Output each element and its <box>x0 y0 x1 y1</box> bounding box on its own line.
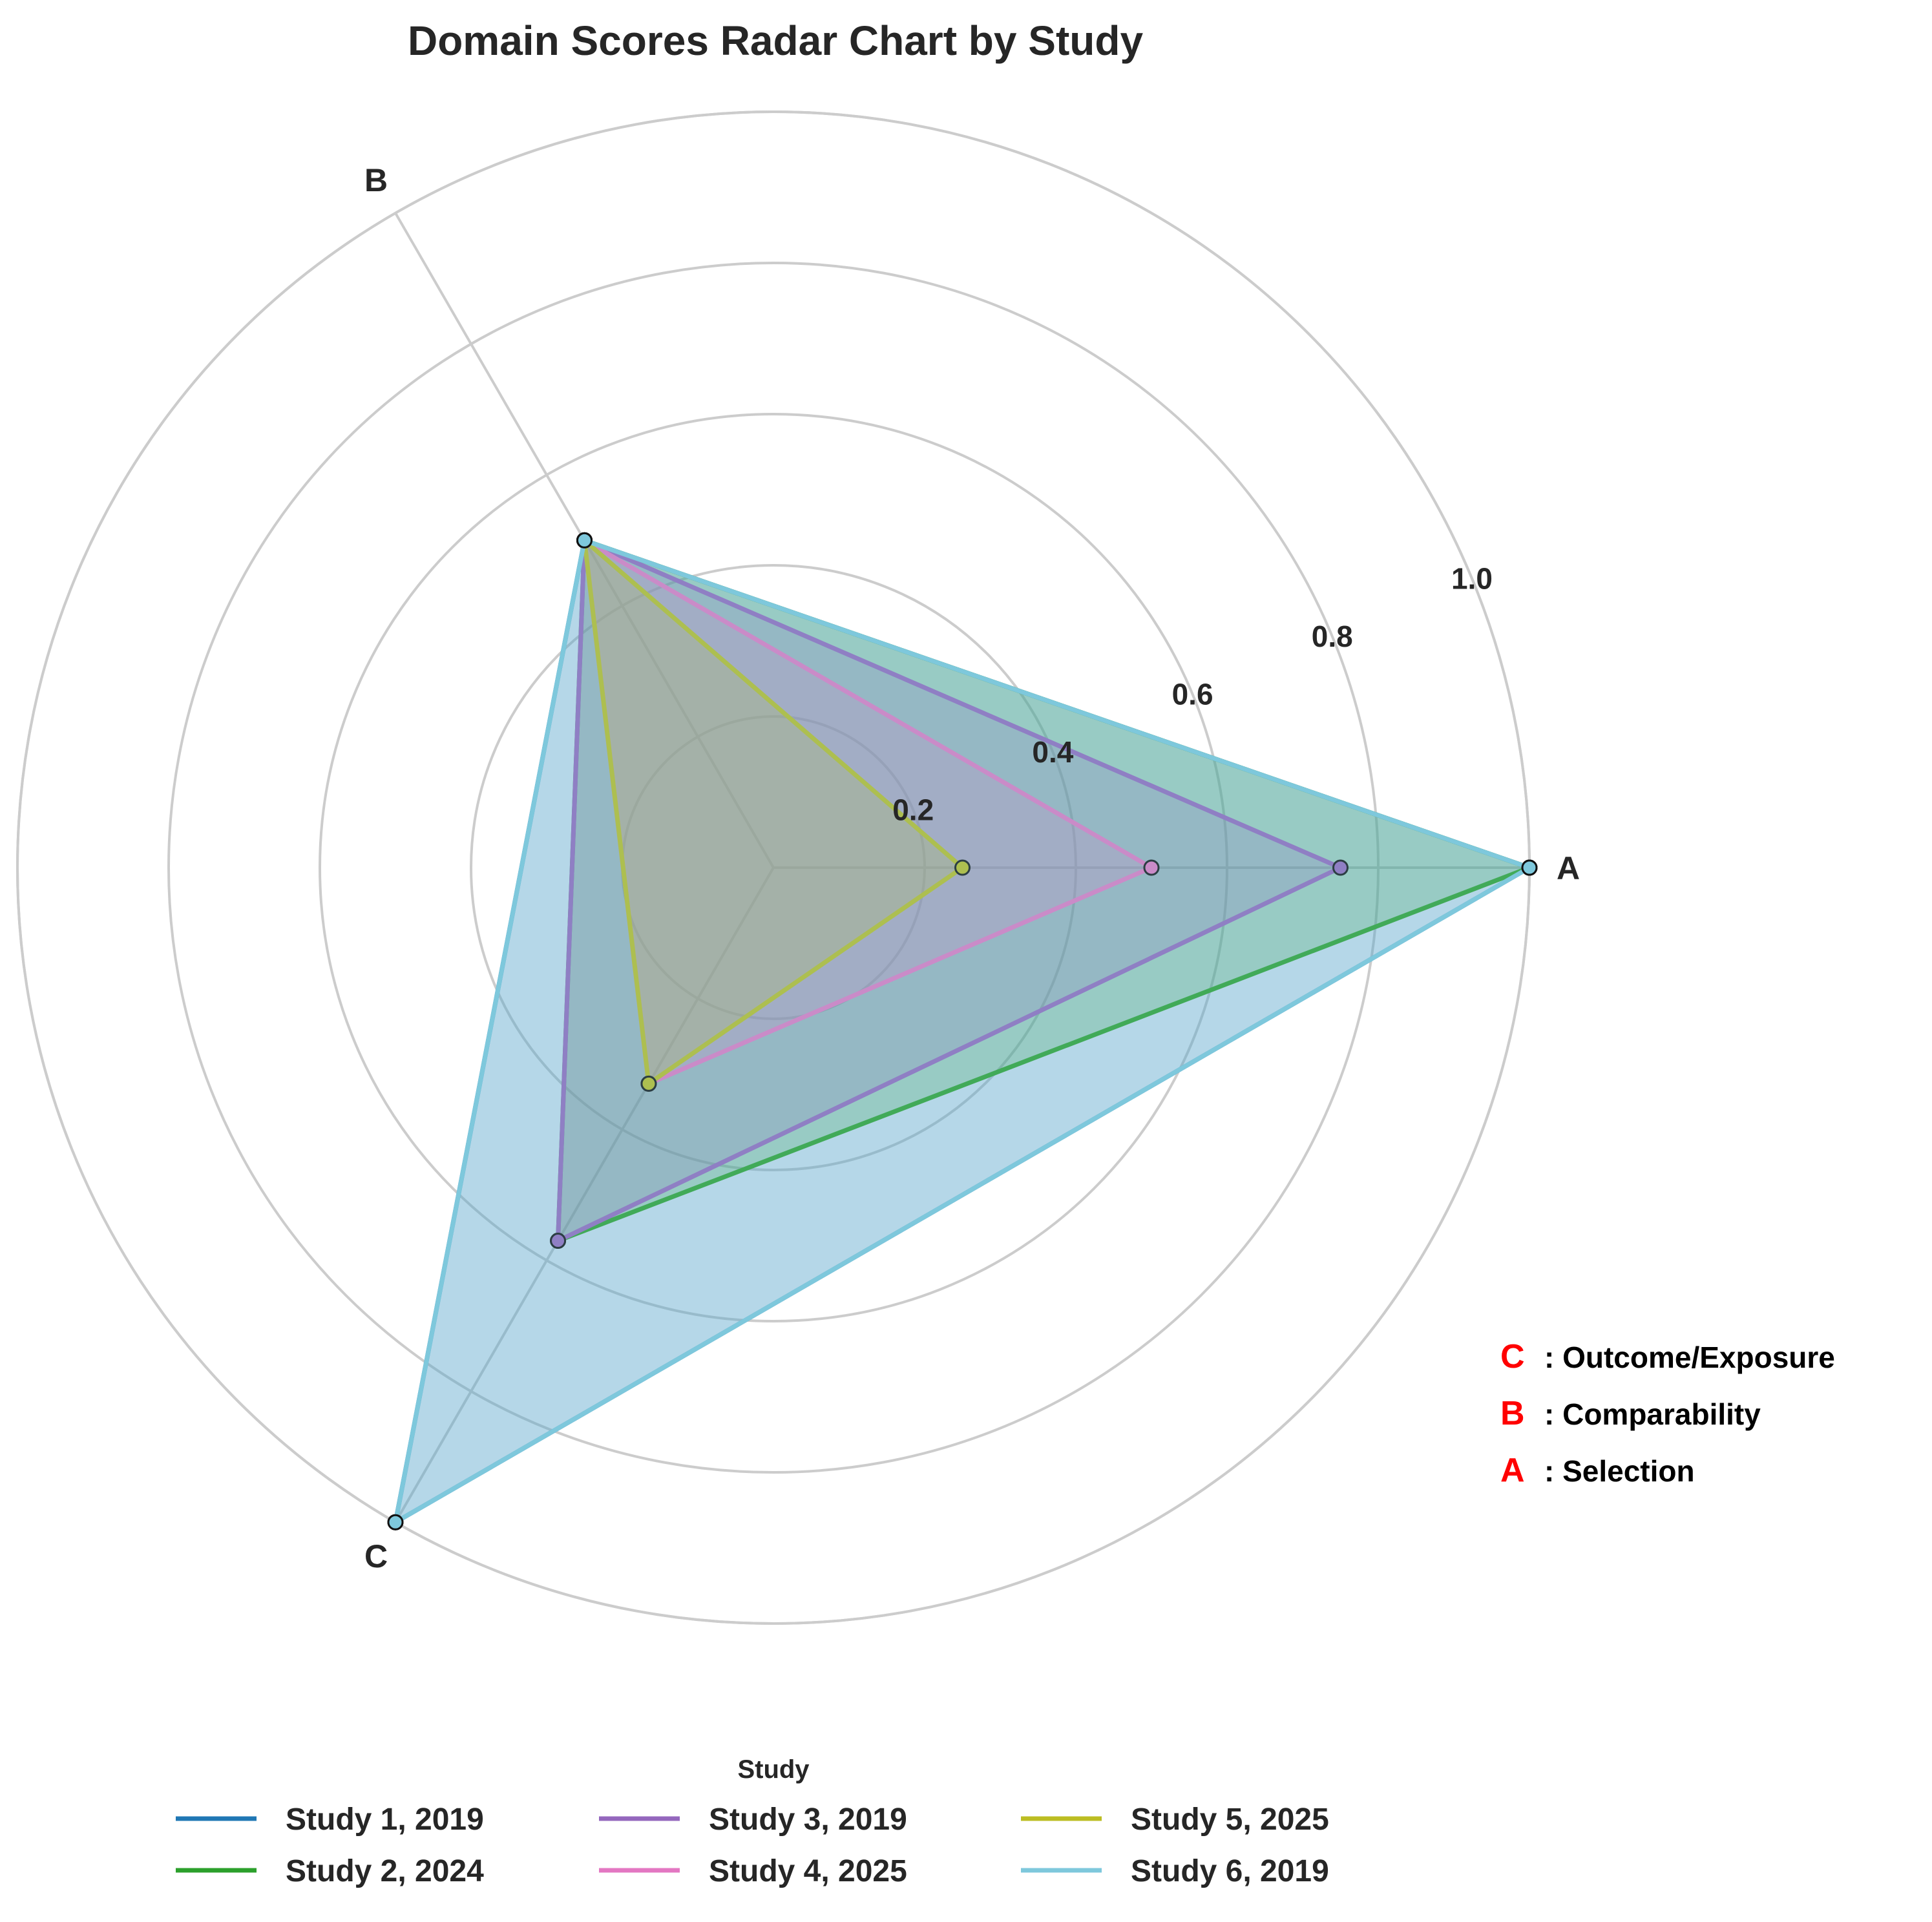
axis-key: C : Outcome/Exposure B : Comparability A : Se… <box>1500 1338 1835 1489</box>
data-point <box>640 1075 657 1092</box>
axis-key-text: : Outcome/Exposure <box>1544 1341 1835 1374</box>
tick-label: 1.0 <box>1451 561 1493 595</box>
data-point <box>387 1514 404 1530</box>
legend-title: Study <box>737 1755 810 1784</box>
data-point <box>1143 859 1160 876</box>
legend-label: Study 4, 2025 <box>709 1854 907 1888</box>
legend-item[interactable]: Study 4, 2025 <box>599 1854 907 1888</box>
legend-label: Study 2, 2024 <box>286 1854 484 1888</box>
tick-label: 0.8 <box>1312 620 1353 653</box>
axis-labels: ABC <box>364 162 1580 1574</box>
axis-key-item: B : Comparability <box>1500 1395 1761 1432</box>
legend-item[interactable]: Study 6, 2019 <box>1021 1854 1329 1888</box>
tick-label: 0.6 <box>1172 677 1213 711</box>
axis-label: B <box>364 162 388 198</box>
series-6 <box>387 532 1538 1530</box>
axis-key-letter: C <box>1500 1338 1525 1375</box>
data-point <box>954 859 971 876</box>
series-area <box>393 538 1532 1525</box>
data-point <box>550 1233 567 1249</box>
data-point <box>1521 859 1538 876</box>
radar-series <box>387 532 1538 1530</box>
chart-title: Domain Scores Radar Chart by Study <box>408 17 1143 64</box>
radial-tick-labels: 0.2 0.4 0.6 0.8 1.0 <box>892 561 1493 826</box>
axis-key-item: A : Selection <box>1500 1452 1695 1489</box>
legend-label: Study 3, 2019 <box>709 1802 907 1837</box>
axis-key-item: C : Outcome/Exposure <box>1500 1338 1835 1375</box>
radar-grid <box>16 110 1531 1625</box>
series-area <box>582 538 965 1086</box>
legend-label: Study 5, 2025 <box>1131 1802 1329 1837</box>
axis-key-text: : Selection <box>1544 1454 1695 1488</box>
tick-label: 0.4 <box>1032 735 1073 769</box>
legend-item[interactable]: Study 3, 2019 <box>599 1802 907 1837</box>
tick-label: 0.2 <box>892 793 934 826</box>
series-area <box>556 538 1343 1244</box>
legend-item[interactable]: Study 5, 2025 <box>1021 1802 1329 1837</box>
axis-key-letter: B <box>1500 1395 1525 1432</box>
legend-label: Study 1, 2019 <box>286 1802 484 1837</box>
axis-key-letter: A <box>1500 1452 1525 1489</box>
data-point <box>576 532 593 548</box>
axis-label: C <box>364 1538 388 1574</box>
legend-item[interactable]: Study 1, 2019 <box>176 1802 484 1837</box>
legend-item[interactable]: Study 2, 2024 <box>176 1854 484 1888</box>
axis-key-text: : Comparability <box>1544 1397 1761 1431</box>
legend[interactable]: Study Study 1, 2019 Study 2, 2024 Study 3,… <box>176 1755 1329 1888</box>
data-point <box>1332 859 1349 876</box>
axis-label: A <box>1557 850 1580 886</box>
grid-spoke <box>394 867 775 1523</box>
legend-label: Study 6, 2019 <box>1131 1854 1329 1888</box>
